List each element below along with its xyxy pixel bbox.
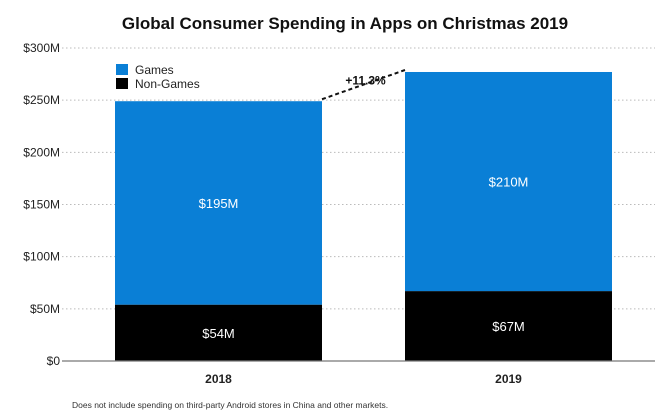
data-label: $54M (202, 326, 235, 341)
y-tick-label: $0 (47, 354, 61, 368)
y-tick-label: $100M (23, 250, 60, 264)
x-axis-ticks: 2018 2019 (205, 372, 522, 386)
legend: Games Non-Games (116, 63, 200, 91)
footnote: Does not include spending on third-party… (72, 400, 389, 410)
gridlines (62, 47, 655, 310)
legend-swatch-non-games (116, 78, 128, 89)
y-tick-label: $200M (23, 145, 60, 159)
legend-swatch-games (116, 64, 128, 75)
bar-segment-games (115, 101, 322, 305)
y-axis-ticks: $0 $50M $100M $150M $200M $250M $300M (23, 41, 60, 368)
bars: $54M $195M $67M $210M (115, 71, 612, 361)
bar-segment-non-games (405, 291, 612, 361)
data-label: $195M (199, 196, 239, 211)
legend-label-non-games: Non-Games (135, 77, 200, 91)
chart-title: Global Consumer Spending in Apps on Chri… (122, 14, 568, 33)
bar-segment-non-games (115, 304, 322, 361)
x-tick-label: 2019 (495, 372, 522, 386)
y-tick-label: $300M (23, 41, 60, 55)
data-label: $210M (489, 175, 529, 190)
growth-connector-line (321, 69, 406, 101)
legend-label-games: Games (135, 63, 174, 77)
growth-annotation: +11.3% (345, 74, 386, 88)
y-tick-label: $150M (23, 198, 60, 212)
growth-connector: +11.3% (321, 69, 406, 101)
data-label: $67M (492, 319, 525, 334)
x-tick-label: 2018 (205, 372, 232, 386)
y-tick-label: $50M (30, 302, 60, 316)
bar-segment-games (405, 71, 612, 292)
y-tick-label: $250M (23, 93, 60, 107)
